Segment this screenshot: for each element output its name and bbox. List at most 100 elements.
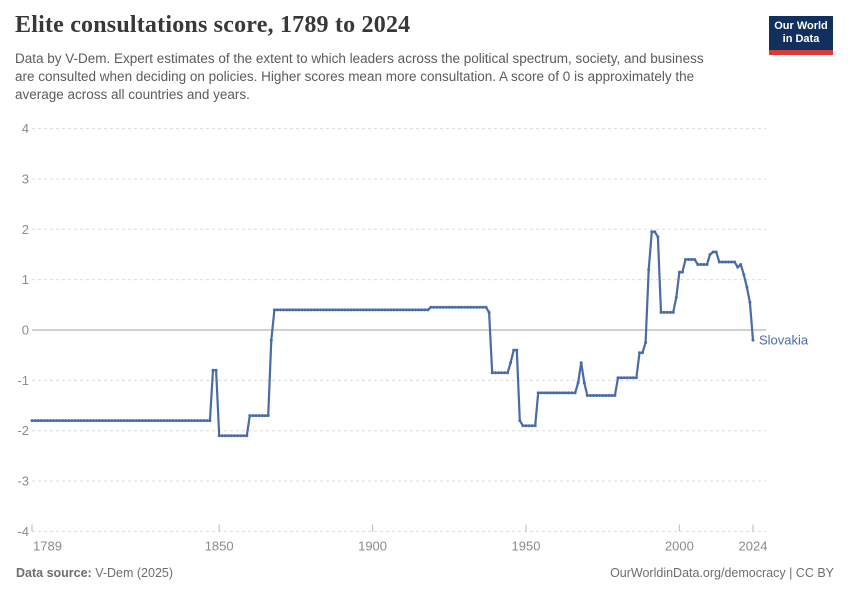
y-axis-tick-label: -4: [17, 524, 29, 539]
data-point-marker: [690, 258, 694, 261]
data-point-marker: [52, 419, 55, 423]
data-point-marker: [659, 310, 663, 314]
data-point-marker: [503, 371, 506, 375]
footer-attribution-link[interactable]: OurWorldinData.org/democracy | CC BY: [610, 566, 834, 580]
owid-logo-line2: in Data: [782, 33, 820, 45]
data-point-marker: [733, 260, 737, 264]
data-point-marker: [236, 434, 240, 438]
data-point-marker: [318, 308, 322, 312]
data-point-marker: [628, 376, 632, 380]
data-point-marker: [487, 310, 491, 314]
figure-footer: Data source: V-Dem (2025) OurWorldinData…: [16, 566, 834, 580]
data-point-marker: [723, 260, 727, 264]
data-point-marker: [334, 308, 338, 312]
data-point-marker: [177, 419, 181, 423]
data-point-marker: [570, 391, 574, 395]
data-point-marker: [708, 253, 712, 256]
data-point-marker: [64, 419, 68, 423]
data-point-marker: [257, 414, 261, 418]
x-axis-tick-label: 1850: [205, 539, 234, 554]
data-point-marker: [58, 419, 62, 423]
owid-logo[interactable]: Our World in Data: [769, 16, 833, 55]
data-point-marker: [91, 419, 95, 423]
data-point-marker: [545, 391, 549, 395]
data-point-marker: [331, 308, 335, 312]
data-point-marker: [533, 424, 537, 428]
data-point-marker: [438, 305, 442, 309]
data-point-marker: [506, 371, 510, 375]
data-point-marker: [582, 381, 586, 385]
data-point-marker: [269, 338, 273, 342]
data-point-marker: [245, 434, 249, 438]
data-point-marker: [407, 308, 411, 312]
data-point-marker: [30, 419, 34, 423]
data-point-marker: [558, 391, 562, 395]
data-point-marker: [349, 308, 353, 312]
data-point-marker: [616, 376, 620, 380]
data-point-marker: [220, 434, 224, 438]
data-point-marker: [306, 308, 310, 312]
data-point-marker: [680, 270, 684, 274]
data-point-marker: [736, 265, 740, 269]
data-point-marker: [641, 351, 644, 355]
data-point-marker: [727, 260, 730, 264]
data-point-marker: [622, 376, 626, 380]
data-point-marker: [174, 419, 178, 423]
data-point-marker: [300, 308, 304, 312]
data-point-marker: [527, 424, 531, 428]
y-axis-tick-label: 3: [22, 171, 29, 186]
data-point-marker: [613, 394, 617, 397]
data-point-marker: [48, 419, 52, 423]
data-point-marker: [687, 258, 691, 261]
data-point-marker: [272, 308, 276, 312]
data-point-marker: [162, 419, 166, 423]
data-point-marker: [340, 308, 344, 312]
data-series-line[interactable]: [32, 230, 755, 437]
data-point-marker: [110, 419, 114, 423]
data-point-marker: [217, 434, 221, 438]
data-point-marker: [288, 308, 292, 312]
data-point-marker: [368, 308, 371, 312]
data-point-marker: [634, 376, 638, 380]
data-point-marker: [260, 414, 264, 418]
data-point-marker: [211, 368, 215, 372]
data-point-marker: [386, 308, 390, 312]
data-point-marker: [165, 419, 169, 423]
data-point-marker: [128, 419, 132, 423]
data-point-marker: [159, 419, 163, 423]
data-point-marker: [671, 310, 675, 314]
data-point-marker: [61, 419, 65, 423]
data-point-marker: [279, 308, 282, 312]
data-point-marker: [720, 260, 724, 264]
data-point-marker: [576, 381, 580, 385]
data-source-label: Data source:: [16, 566, 92, 580]
data-point-marker: [137, 419, 141, 423]
data-point-marker: [493, 371, 497, 375]
data-point-marker: [466, 305, 470, 309]
data-point-marker: [705, 263, 709, 266]
data-point-marker: [696, 263, 700, 266]
data-point-marker: [601, 394, 605, 397]
data-point-marker: [131, 419, 135, 423]
data-point-marker: [239, 434, 243, 438]
data-point-marker: [739, 263, 743, 266]
data-point-marker: [745, 285, 749, 289]
data-point-marker: [561, 391, 565, 395]
data-point-marker: [420, 308, 424, 312]
data-point-marker: [717, 260, 721, 264]
data-point-marker: [656, 235, 660, 239]
data-point-marker: [644, 341, 648, 345]
data-point-marker: [518, 419, 522, 423]
entity-label[interactable]: Slovakia: [759, 333, 809, 348]
data-point-marker: [208, 419, 212, 423]
data-point-marker: [144, 419, 147, 423]
data-point-marker: [141, 419, 144, 423]
chart-subtitle: Data by V-Dem. Expert estimates of the e…: [15, 51, 704, 102]
x-axis-tick-label: 1789: [33, 539, 62, 554]
data-point-marker: [607, 394, 611, 397]
data-point-marker: [552, 391, 556, 395]
data-point-marker: [223, 434, 227, 438]
data-point-marker: [392, 308, 396, 312]
data-point-marker: [55, 419, 58, 423]
